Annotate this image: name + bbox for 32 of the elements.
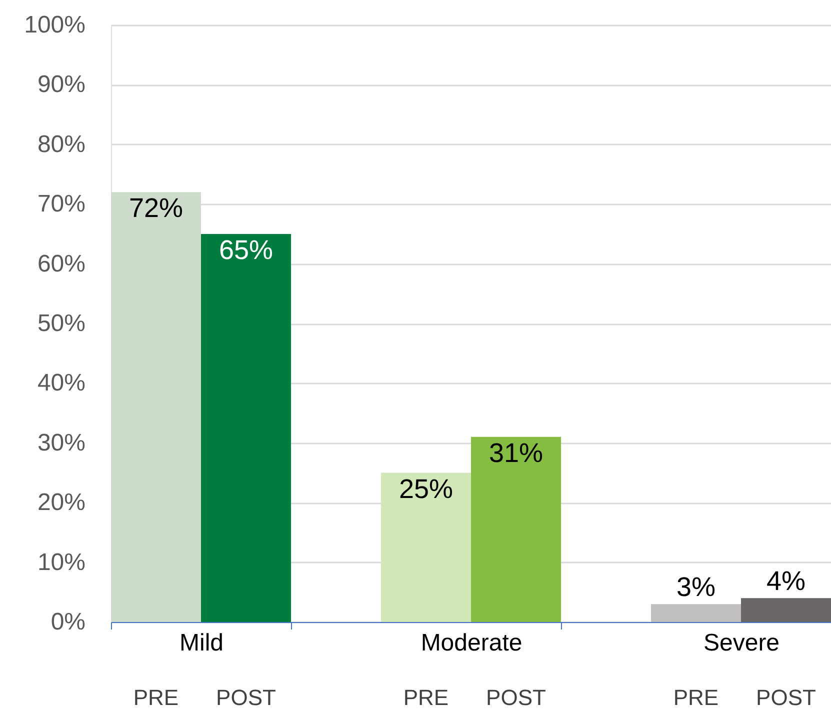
y-tick-label: 50%	[37, 310, 86, 337]
bar	[651, 604, 741, 622]
y-tick-label: 40%	[37, 370, 86, 397]
bar	[471, 436, 561, 622]
data-label: 4%	[766, 566, 806, 596]
text: POST	[216, 685, 276, 710]
y-tick-label: 0%	[50, 608, 86, 636]
text: PRE	[673, 685, 719, 710]
y-tick-label: 30%	[37, 429, 86, 456]
bar	[201, 234, 291, 622]
y-tick-label: 70%	[37, 190, 86, 218]
x-tick-label: Moderate	[420, 630, 522, 656]
data-label: 31%	[488, 438, 544, 468]
y-tick-label: 20%	[37, 489, 86, 516]
y-tick-label: 80%	[37, 130, 86, 158]
x-tick-label: Severe	[703, 630, 780, 656]
bar	[111, 192, 201, 622]
data-label: 65%	[218, 234, 274, 265]
text: POST	[756, 685, 816, 710]
y-tick-label: 60%	[37, 250, 86, 278]
bar	[381, 472, 471, 622]
data-label: 25%	[398, 474, 454, 504]
bar	[741, 598, 831, 622]
data-label: 3%	[676, 572, 716, 602]
y-tick-label: 90%	[37, 71, 86, 98]
text: PRE	[403, 685, 449, 710]
data-label: 72%	[128, 193, 184, 224]
x-tick-label: Mild	[179, 630, 224, 656]
y-tick-label: 10%	[37, 548, 86, 576]
text: PRE	[133, 685, 179, 710]
text: POST	[486, 685, 546, 710]
y-tick-label: 100%	[24, 12, 86, 38]
